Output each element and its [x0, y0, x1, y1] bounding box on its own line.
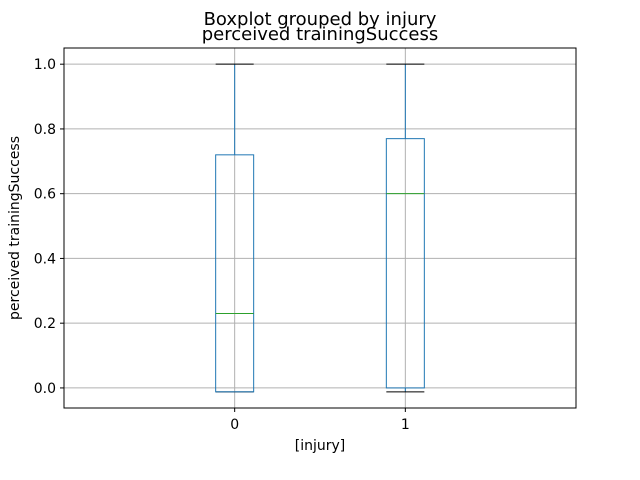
x-tick-label: 1: [401, 417, 410, 433]
y-tick-label: 0.2: [34, 316, 56, 332]
x-axis-label: [injury]: [295, 438, 346, 454]
y-tick-label: 1.0: [34, 57, 56, 73]
chart-suptitle: Boxplot grouped by injury: [204, 9, 437, 30]
grid-layer: [64, 48, 576, 408]
box-group-1: [385, 63, 425, 393]
y-tick-label: 0.8: [34, 122, 56, 138]
chart-title: perceived trainingSuccess: [202, 24, 439, 45]
iqr-box: [385, 138, 425, 389]
iqr-box: [215, 154, 255, 393]
y-tick-label: 0.6: [34, 187, 56, 203]
y-axis-label: perceived trainingSuccess: [7, 136, 23, 320]
tick-layer: 0.0 0.2 0.4 0.6 0.8 1.0 0 1: [34, 57, 410, 433]
box-layer: [215, 63, 425, 393]
box-group-0: [215, 63, 255, 393]
plot-frame: [63, 47, 577, 409]
y-tick-label: 0.0: [34, 381, 56, 397]
y-tick-label: 0.4: [34, 251, 56, 267]
x-tick-label: 0: [230, 417, 239, 433]
